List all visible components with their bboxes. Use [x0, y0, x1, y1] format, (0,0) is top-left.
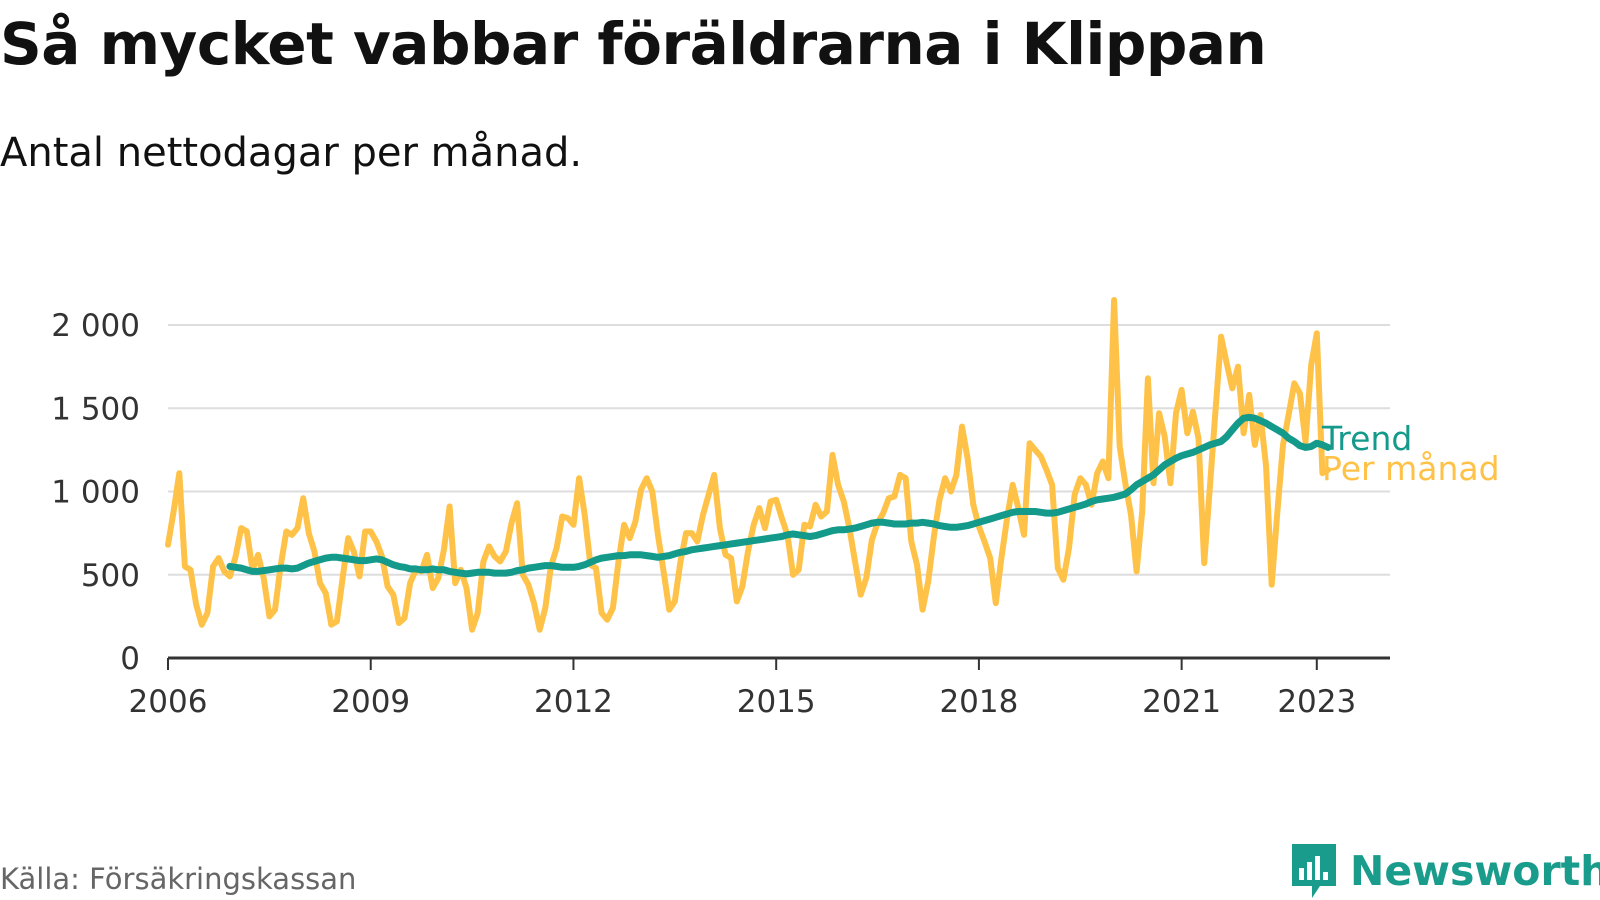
- x-axis-ticks: 2006 2009 2012 2015 2018 2021 2023: [129, 658, 1356, 720]
- x-tick-label: 2009: [331, 684, 410, 720]
- y-tick-label: 1 000: [51, 475, 140, 511]
- series-label-trend: Trend: [1321, 419, 1412, 458]
- y-tick-label: 2 000: [51, 308, 140, 344]
- x-tick-label: 2012: [534, 684, 613, 720]
- chart-subtitle: Antal nettodagar per månad.: [0, 130, 583, 176]
- x-tick-label: 2015: [737, 684, 816, 720]
- y-tick-label: 0: [120, 641, 140, 677]
- newsworthy-logo: Newsworthy: [1290, 842, 1600, 900]
- newsworthy-logo-icon: [1292, 844, 1336, 898]
- source-note: Källa: Försäkringskassan: [0, 862, 357, 896]
- series-line-trend: [226, 413, 1332, 578]
- x-tick-label: 2023: [1277, 684, 1356, 720]
- y-tick-label: 1 500: [51, 391, 140, 427]
- x-tick-label: 2006: [129, 684, 208, 720]
- chart-title: Så mycket vabbar föräldrarna i Klippan: [0, 10, 1267, 78]
- series-label-per-manad: Per månad: [1322, 449, 1500, 488]
- brand-name: Newsworthy: [1350, 847, 1600, 895]
- y-tick-label: 500: [81, 558, 140, 594]
- x-tick-label: 2021: [1142, 684, 1221, 720]
- x-tick-label: 2018: [939, 684, 1018, 720]
- y-axis-ticks: 0 500 1 000 1 500 2 000: [51, 308, 140, 677]
- series-lines: [165, 297, 1332, 633]
- series-line-per-manad: [165, 297, 1332, 633]
